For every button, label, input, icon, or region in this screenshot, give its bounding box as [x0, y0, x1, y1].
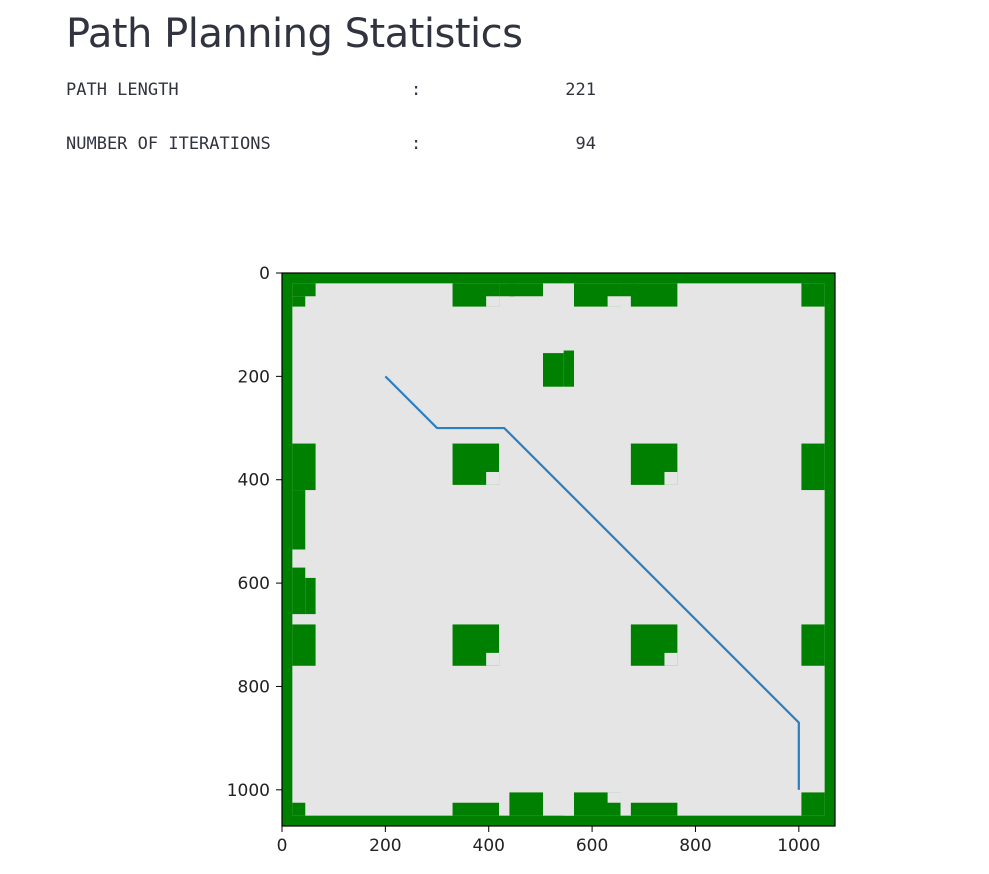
axis-ticks: 0 200 400 600 800 1000 0 200 400 600 800 1000: [227, 264, 821, 856]
obstacle-cell: [630, 802, 678, 816]
obstacle-cell: [292, 802, 306, 816]
free-cell: [664, 471, 678, 485]
path-planning-chart: 0 200 400 600 800 1000 0 200 400 600 800 1000: [227, 264, 836, 856]
free-cell: [664, 652, 678, 666]
y-tick-label: 200: [238, 367, 270, 387]
obstacle-cell: [292, 567, 306, 615]
obstacle-cell: [452, 802, 500, 816]
plot-area: [281, 272, 836, 827]
stat-value: 221: [565, 80, 596, 100]
y-tick-label: 800: [238, 677, 270, 697]
x-tick-label: 0: [277, 836, 288, 856]
obstacle-cell: [801, 443, 825, 491]
obstacle-cell: [305, 577, 316, 615]
x-tick-label: 1000: [777, 836, 820, 856]
y-tick-label: 400: [238, 471, 270, 491]
stat-path-length: PATH LENGTH : 221: [66, 80, 606, 107]
free-cell: [542, 792, 554, 803]
stats-list: PATH LENGTH : 221 NUMBER OF ITERATIONS :…: [66, 80, 606, 188]
path-line: [384, 375, 800, 790]
stat-label: PATH LENGTH: [66, 80, 179, 100]
obstacle-cell: [801, 624, 825, 666]
obstacle-cell: [824, 273, 835, 826]
stat-number-of-iterations: NUMBER OF ITERATIONS : 94: [66, 134, 606, 161]
free-cell: [563, 802, 575, 816]
x-tick-label: 600: [576, 836, 608, 856]
obstacle-cell: [509, 283, 543, 297]
obstacle-cell: [292, 296, 306, 307]
y-tick-label: 1000: [227, 781, 270, 801]
obstacle-cell: [630, 283, 678, 307]
obstacle-cell: [801, 792, 825, 816]
stat-separator: :: [411, 80, 422, 100]
y-tick-label: 600: [238, 574, 270, 594]
x-tick-label: 200: [369, 836, 401, 856]
free-cell: [486, 471, 500, 485]
obstacle-cell: [509, 792, 543, 816]
x-tick-label: 400: [473, 836, 505, 856]
obstacle-cell: [292, 443, 316, 491]
obstacle-cell: [282, 273, 835, 284]
obstacle-cell: [292, 490, 306, 550]
free-cell: [486, 296, 500, 307]
stat-value: 94: [575, 134, 596, 154]
x-tick-label: 800: [679, 836, 711, 856]
free-cell: [607, 792, 621, 803]
stat-separator: :: [411, 134, 422, 154]
obstacle-cell: [282, 815, 835, 826]
obstacle-cell: [563, 350, 575, 387]
obstacle-cell: [542, 353, 564, 387]
obstacle-cell: [801, 283, 825, 307]
obstacle-cell: [292, 283, 316, 297]
free-cell: [486, 652, 500, 666]
page-title: Path Planning Statistics: [66, 11, 523, 57]
obstacle-cell: [292, 624, 316, 666]
axes-frame: [281, 272, 836, 827]
y-tick-label: 0: [259, 264, 270, 284]
free-cell: [607, 296, 621, 307]
stat-label: NUMBER OF ITERATIONS: [66, 134, 271, 154]
obstacle-cell: [282, 273, 293, 826]
